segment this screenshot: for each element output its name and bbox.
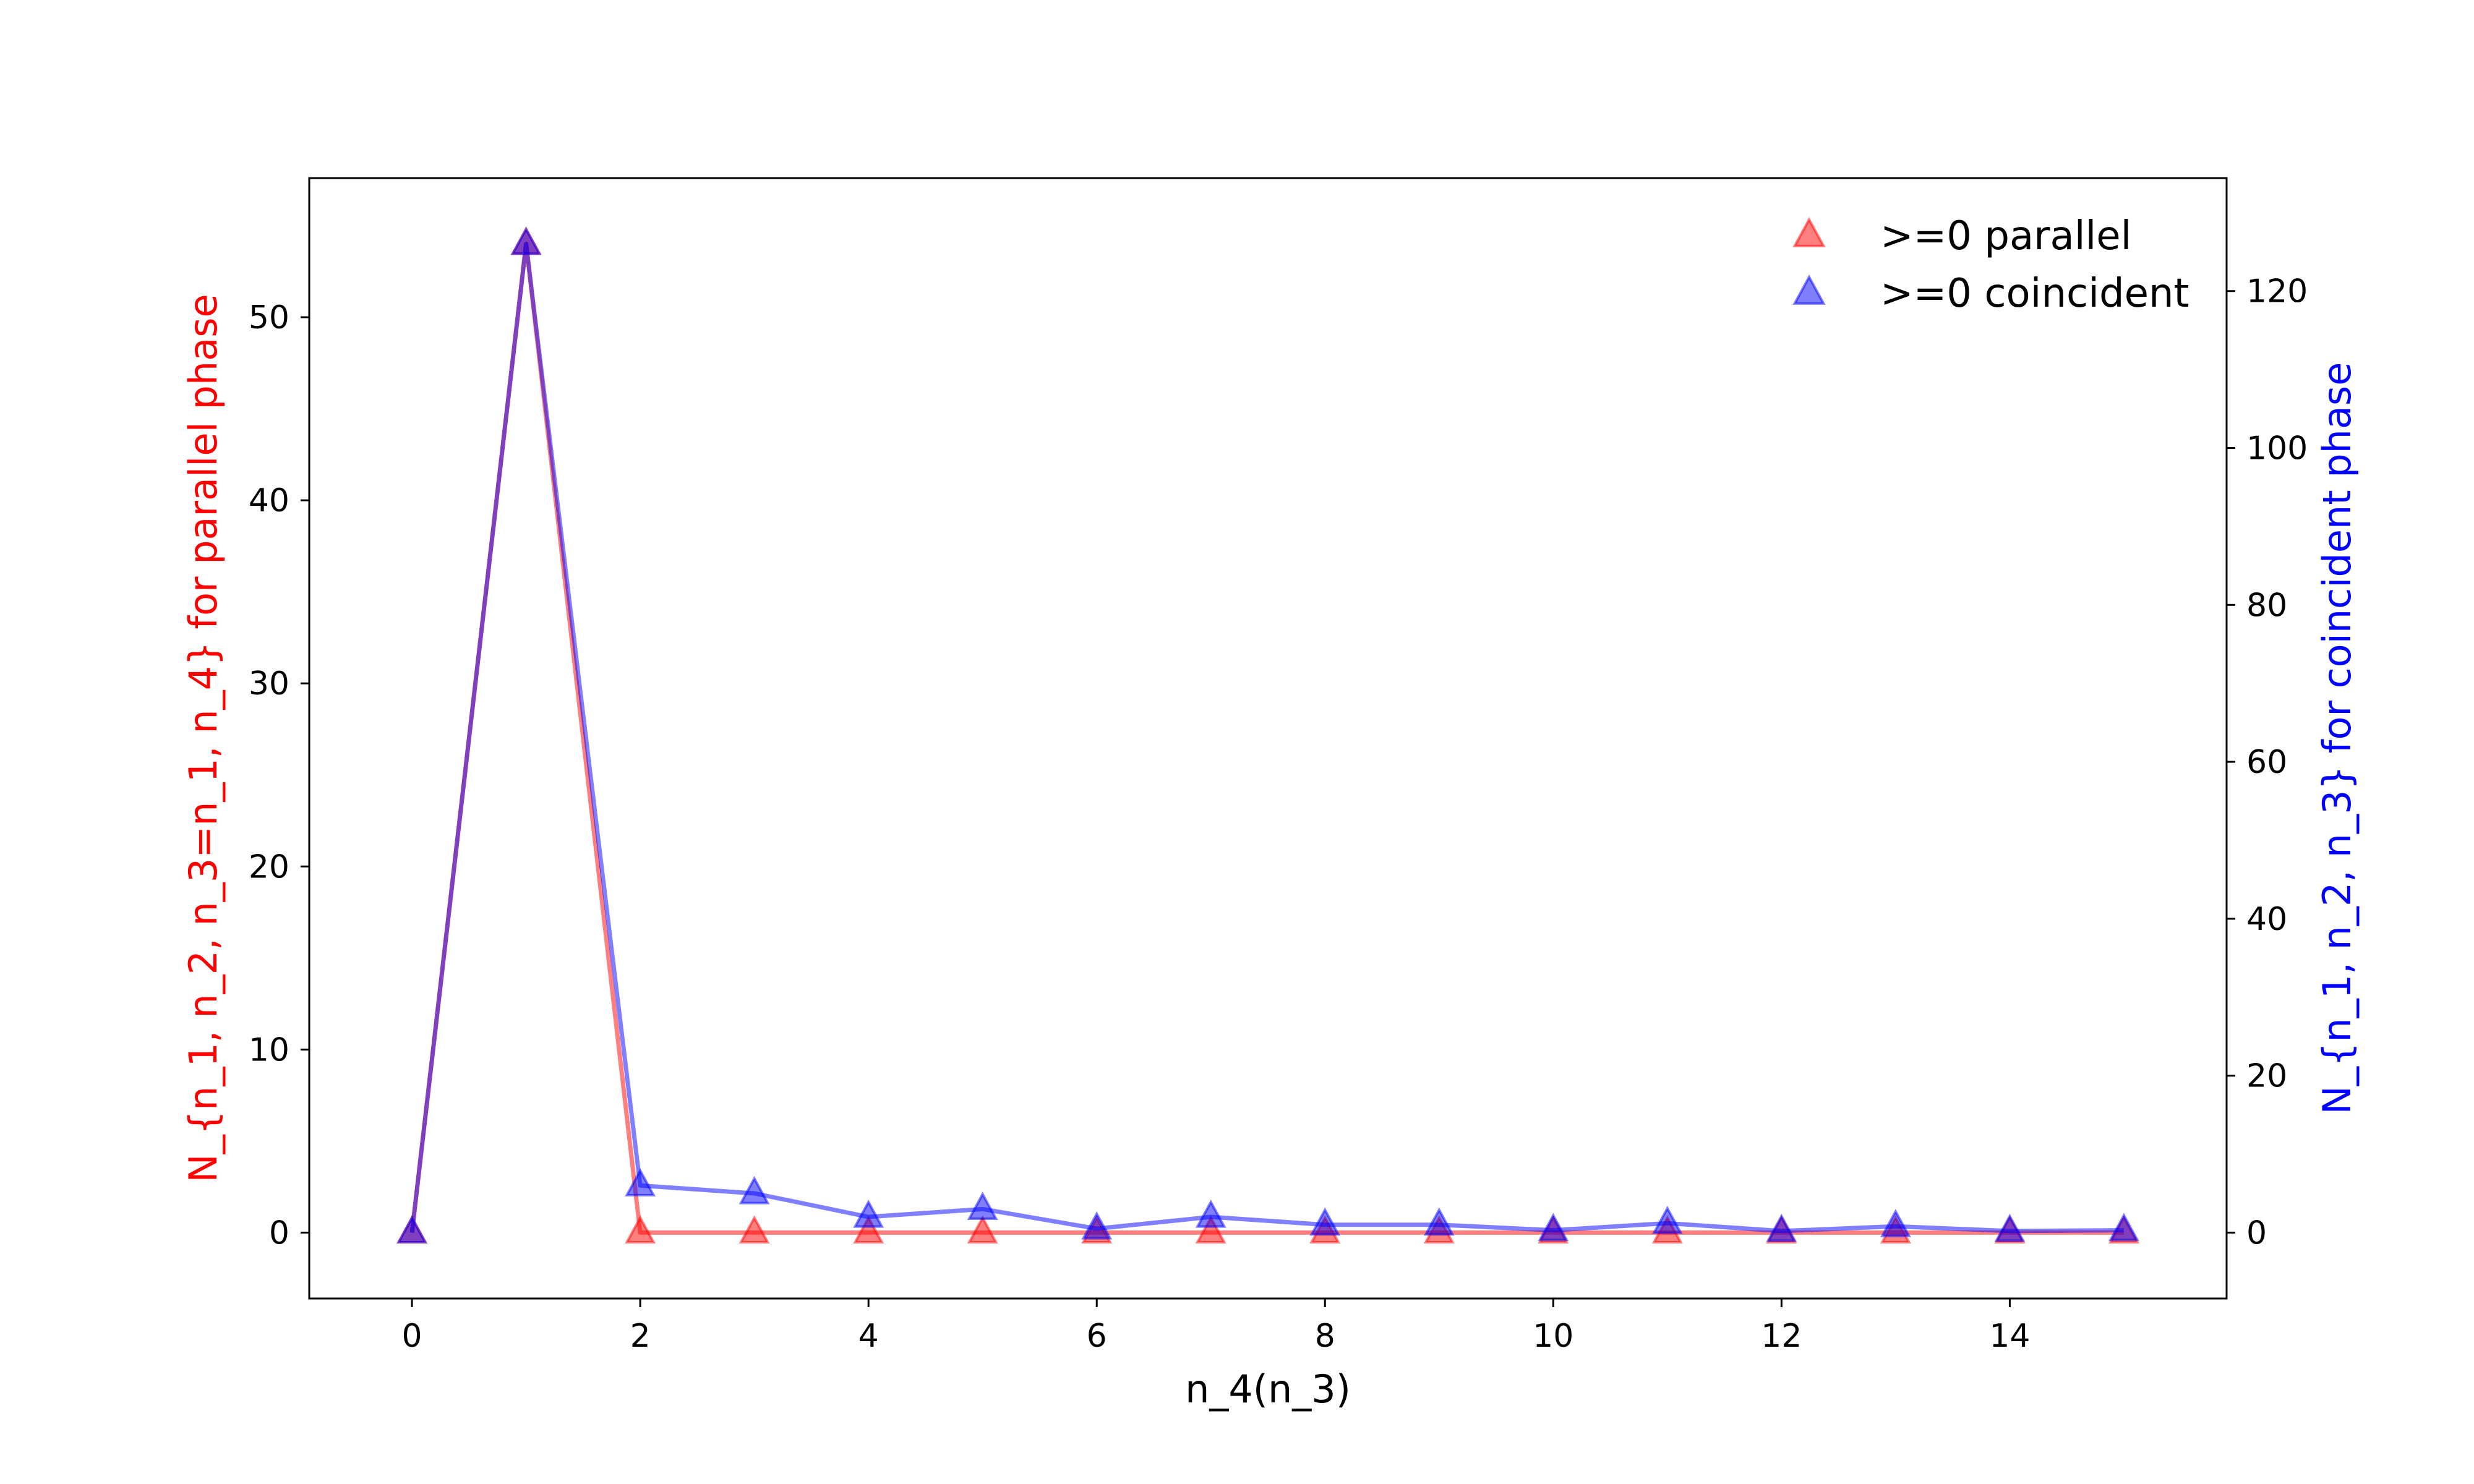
x-tick-label: 8 bbox=[1315, 1318, 1335, 1355]
x-tick-label: 0 bbox=[402, 1318, 422, 1355]
y-left-tick-label: 0 bbox=[269, 1214, 289, 1252]
data-point-coincident bbox=[1880, 1209, 1911, 1237]
data-point-coincident bbox=[1538, 1213, 1569, 1242]
y-left-tick-label: 40 bbox=[249, 482, 289, 519]
x-tick-label: 6 bbox=[1087, 1318, 1107, 1355]
legend-marker-parallel bbox=[1792, 216, 1826, 247]
y-left-tick-label: 10 bbox=[249, 1031, 289, 1068]
data-point-coincident bbox=[1195, 1199, 1226, 1228]
data-point-coincident bbox=[738, 1175, 770, 1205]
x-tick-label: 10 bbox=[1533, 1318, 1573, 1355]
x-tick-label: 14 bbox=[1989, 1318, 2030, 1355]
data-point-coincident bbox=[510, 226, 542, 255]
data-point-coincident bbox=[1994, 1213, 2026, 1242]
data-point-parallel bbox=[967, 1215, 998, 1244]
data-point-coincident bbox=[967, 1192, 998, 1220]
x-axis-title: n_4(n_3) bbox=[1185, 1367, 1351, 1412]
data-point-coincident bbox=[625, 1168, 656, 1196]
x-tick-label: 2 bbox=[630, 1318, 651, 1355]
data-point-coincident bbox=[1766, 1213, 1797, 1242]
y-right-tick-label: 60 bbox=[2246, 744, 2287, 781]
data-point-coincident bbox=[1651, 1206, 1683, 1234]
legend-marker-coincident bbox=[1792, 274, 1826, 305]
data-point-parallel bbox=[625, 1215, 656, 1244]
data-point-coincident bbox=[1309, 1207, 1341, 1236]
plot-frame bbox=[308, 177, 2228, 1300]
y-right-tick-label: 0 bbox=[2246, 1214, 2267, 1252]
legend: >=0 parallel >=0 coincident bbox=[1792, 213, 2189, 317]
y-right-tick-label: 100 bbox=[2246, 430, 2308, 467]
legend-label-coincident: >=0 coincident bbox=[1880, 271, 2189, 317]
y-right-tick-label: 120 bbox=[2246, 273, 2308, 310]
x-tick-label: 12 bbox=[1761, 1318, 1802, 1355]
y-left-axis-title: N_{n_1, n_2, n_3=n_1, n_4} for parallel … bbox=[181, 294, 226, 1182]
y-left-axis-ticks: 0 10 20 30 40 50 bbox=[249, 299, 309, 1252]
data-point-coincident bbox=[853, 1199, 884, 1228]
plot-series bbox=[396, 226, 2139, 1244]
y-right-axis-ticks: 0 20 40 60 80 100 120 bbox=[2227, 273, 2308, 1252]
y-left-tick-label: 30 bbox=[249, 665, 289, 702]
y-right-tick-label: 40 bbox=[2246, 901, 2287, 938]
x-axis-ticks: 0 2 4 6 8 10 12 14 bbox=[402, 1298, 2030, 1355]
data-point-parallel bbox=[738, 1215, 770, 1244]
series-line-parallel bbox=[409, 242, 2124, 1235]
data-point-coincident bbox=[1081, 1211, 1113, 1240]
y-right-axis-title: N_{n_1, n_2, n_3} for coincident phase bbox=[2314, 362, 2360, 1115]
legend-label-parallel: >=0 parallel bbox=[1880, 213, 2131, 259]
y-left-tick-label: 50 bbox=[249, 299, 289, 336]
data-point-parallel bbox=[1195, 1215, 1226, 1244]
data-point-coincident bbox=[1423, 1207, 1455, 1236]
data-point-coincident bbox=[396, 1215, 428, 1244]
series-line-coincident bbox=[409, 242, 2124, 1234]
y-right-tick-label: 80 bbox=[2246, 587, 2287, 624]
y-left-tick-label: 20 bbox=[249, 848, 289, 885]
data-point-coincident bbox=[2108, 1213, 2139, 1242]
y-right-tick-label: 20 bbox=[2246, 1058, 2287, 1095]
x-tick-label: 4 bbox=[858, 1318, 879, 1355]
data-point-parallel bbox=[853, 1215, 884, 1244]
